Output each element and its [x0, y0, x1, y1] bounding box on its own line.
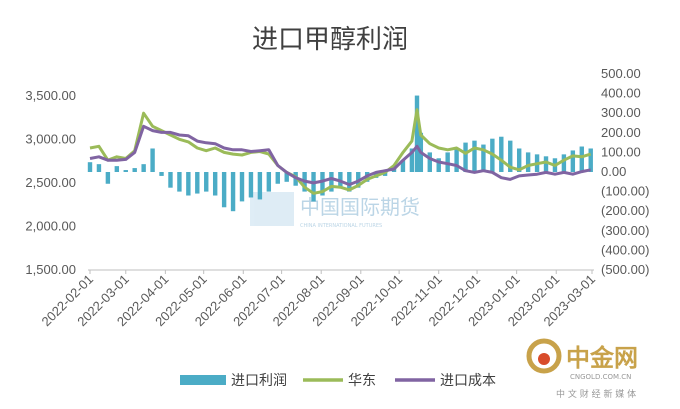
- profit-bar: [400, 160, 406, 172]
- profit-bar: [177, 172, 182, 192]
- chart-title: 进口甲醇利润: [252, 25, 408, 55]
- right-tick-label: 500.00: [601, 66, 641, 81]
- right-tick-label: (300.00): [601, 223, 649, 238]
- cngold-logo-slogan: 中 文 财 经 新 媒 体: [556, 388, 636, 400]
- legend: 进口利润 华东 进口成本: [180, 373, 496, 389]
- right-axis: 500.00 400.00 300.00 200.00 100.00 0.00 (100.0…: [601, 66, 649, 277]
- right-tick-label: (100.00): [601, 184, 649, 199]
- x-axis: 2022-02-012022-03-012022-04-012022-05-01…: [38, 270, 598, 329]
- profit-bar: [159, 172, 164, 176]
- profit-bar: [221, 172, 227, 208]
- right-tick-label: (200.00): [601, 203, 649, 218]
- left-axis: 1,500.00 2,000.00 2,500.00 3,000.00 3,500.00: [25, 88, 76, 277]
- profit-bar: [463, 142, 468, 172]
- bar-series-group: [87, 95, 593, 212]
- profit-bar: [329, 172, 334, 192]
- right-tick-label: (500.00): [601, 262, 649, 277]
- profit-bar: [275, 172, 280, 184]
- profit-bar: [168, 172, 173, 188]
- watermark-logo-block: [250, 192, 294, 226]
- watermark-subtext: CHINA INTERNATIONAL FUTURES: [300, 223, 382, 229]
- profit-bar: [561, 154, 567, 172]
- cngold-logo-dot: [538, 353, 550, 365]
- profit-bar: [150, 148, 155, 172]
- profit-bar: [588, 148, 593, 172]
- profit-bar: [409, 148, 415, 172]
- profit-bar: [123, 170, 128, 172]
- cngold-logo-icon: [526, 338, 562, 374]
- profit-bar: [141, 164, 146, 172]
- profit-bar: [570, 150, 576, 172]
- legend-swatch-profit: [180, 375, 226, 385]
- profit-bar: [195, 172, 200, 194]
- profit-bar: [105, 172, 111, 184]
- profit-bar: [311, 172, 316, 202]
- profit-bar: [114, 166, 120, 172]
- right-tick-label: 400.00: [601, 86, 641, 101]
- profit-bar: [481, 144, 486, 172]
- right-tick-label: 0.00: [601, 164, 626, 179]
- right-tick-label: 300.00: [601, 105, 641, 120]
- profit-bar: [266, 172, 272, 192]
- cngold-logo: 中金网 CNGOLD.COM.CN 中 文 财 经 新 媒 体: [526, 338, 638, 400]
- legend-label-profit: 进口利润: [231, 373, 287, 389]
- right-tick-label: 200.00: [601, 125, 641, 140]
- profit-bar: [248, 172, 254, 198]
- profit-bar: [239, 172, 245, 202]
- profit-bar: [347, 172, 352, 192]
- left-tick-label: 2,500.00: [25, 175, 76, 190]
- profit-bar: [186, 172, 191, 196]
- profit-bar: [472, 140, 477, 172]
- left-tick-label: 3,500.00: [25, 88, 76, 103]
- profit-bar: [96, 164, 102, 172]
- profit-bar: [499, 136, 504, 172]
- profit-bar: [87, 162, 93, 172]
- profit-bar: [508, 140, 513, 172]
- left-tick-label: 1,500.00: [25, 262, 76, 277]
- legend-label-east-china: 华东: [348, 373, 376, 389]
- profit-bar: [320, 172, 325, 196]
- profit-bar: [579, 146, 584, 172]
- profit-bar: [132, 168, 137, 172]
- profit-bar: [204, 172, 209, 192]
- cngold-logo-name: 中金网: [566, 344, 638, 372]
- profit-bar: [427, 152, 432, 172]
- profit-bar: [212, 172, 218, 196]
- cngold-logo-domain: CNGOLD.COM.CN: [570, 373, 631, 381]
- left-tick-label: 3,000.00: [25, 131, 76, 146]
- profit-bar: [516, 148, 522, 172]
- profit-bar: [454, 148, 459, 172]
- profit-bar: [525, 152, 531, 172]
- profit-bar: [284, 172, 289, 182]
- profit-bar: [257, 172, 263, 200]
- right-tick-label: 100.00: [601, 144, 641, 159]
- line-series-group: [89, 108, 592, 195]
- legend-label-import-cost: 进口成本: [440, 373, 496, 389]
- profit-bar: [436, 158, 441, 172]
- profit-bar: [230, 172, 236, 212]
- profit-bar: [543, 156, 549, 172]
- left-tick-label: 2,000.00: [25, 218, 76, 233]
- watermark: 中国国际期货 CHINA INTERNATIONAL FUTURES: [250, 192, 420, 229]
- right-tick-label: (400.00): [601, 242, 649, 257]
- watermark-text: 中国国际期货: [300, 195, 420, 219]
- profit-bar: [414, 95, 420, 172]
- import-cost-line: [89, 124, 591, 187]
- east-china-line: [89, 108, 592, 195]
